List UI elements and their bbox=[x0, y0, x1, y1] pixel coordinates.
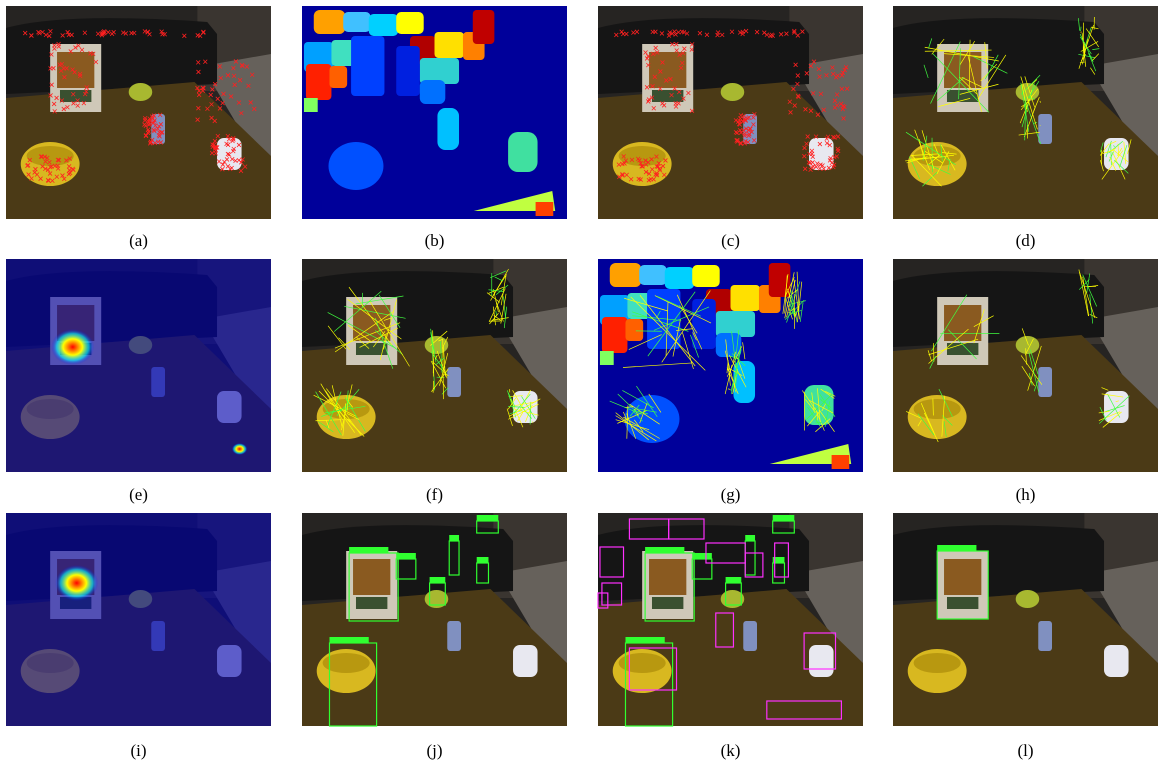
panel-image bbox=[598, 513, 863, 726]
box-tag bbox=[773, 515, 795, 521]
panel-label: (l) bbox=[1017, 741, 1033, 760]
box-tag bbox=[645, 547, 684, 553]
box-tag bbox=[477, 515, 499, 521]
panel-label: (d) bbox=[1016, 231, 1036, 250]
box-tag bbox=[726, 577, 742, 583]
image bbox=[598, 259, 863, 472]
image bbox=[302, 513, 567, 726]
box-tag bbox=[625, 637, 664, 643]
panel-image bbox=[893, 513, 1158, 726]
panel-label: (c) bbox=[721, 231, 740, 250]
heat-overlay bbox=[6, 513, 271, 726]
panel-label: (g) bbox=[721, 485, 741, 504]
heat-spot bbox=[51, 329, 94, 365]
panel-image bbox=[6, 259, 271, 472]
panel-image bbox=[302, 6, 567, 219]
heat-overlay bbox=[6, 259, 271, 472]
box-tag bbox=[396, 553, 416, 559]
panel-label: (j) bbox=[426, 741, 442, 760]
box-tag bbox=[937, 545, 976, 551]
image bbox=[893, 513, 1158, 726]
panel-image bbox=[302, 259, 567, 472]
box-tag bbox=[430, 577, 446, 583]
box-tag bbox=[329, 637, 368, 643]
panel-image bbox=[893, 6, 1158, 219]
panel-image bbox=[6, 513, 271, 726]
panel-image bbox=[598, 6, 863, 219]
heat-spot bbox=[55, 565, 98, 601]
panel-label: (h) bbox=[1016, 485, 1036, 504]
panel-image bbox=[6, 6, 271, 219]
panel-image bbox=[302, 513, 567, 726]
panel-label: (k) bbox=[721, 741, 741, 760]
box-tag bbox=[745, 535, 755, 541]
heat-spot bbox=[232, 443, 248, 455]
page: (a)(b)(c)(d)(e)(f)(g)(h)(i)(j)(k)(l) (()… bbox=[0, 0, 1159, 768]
panel-label: (b) bbox=[425, 231, 445, 250]
box-tag bbox=[692, 553, 712, 559]
image bbox=[893, 259, 1158, 472]
box-tag bbox=[449, 535, 459, 541]
panel-image bbox=[893, 259, 1158, 472]
panel-image bbox=[598, 259, 863, 472]
panel-label: (e) bbox=[129, 485, 148, 504]
image bbox=[302, 259, 567, 472]
figure: (a) (b) (c) (d) (e) (f) (g) (h) (i) (j) (k) (l) bbox=[0, 0, 1159, 768]
image bbox=[598, 6, 863, 219]
image bbox=[6, 6, 271, 219]
box-tag bbox=[477, 557, 489, 563]
box-tag bbox=[349, 547, 388, 553]
panel-label: (i) bbox=[130, 741, 146, 760]
panel-label: (f) bbox=[426, 485, 443, 504]
panel-label: (a) bbox=[129, 231, 148, 250]
image bbox=[302, 6, 567, 219]
image bbox=[598, 513, 863, 726]
